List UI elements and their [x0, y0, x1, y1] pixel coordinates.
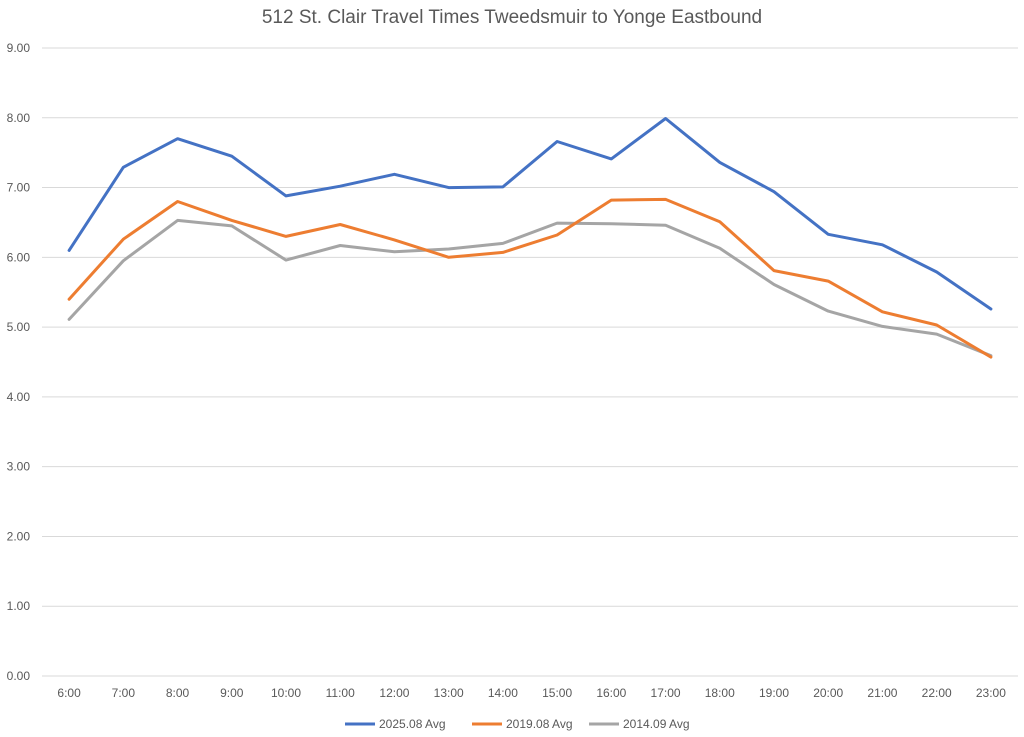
y-axis-ticks: 0.00 1.00 2.00 3.00 4.00 5.00 6.00 7.00 8.00 9.00 [7, 41, 31, 683]
y-tick-label: 2.00 [7, 529, 31, 543]
y-tick-label: 4.00 [7, 390, 31, 404]
legend-label: 2025.08 Avg [379, 717, 446, 731]
x-tick-label: 13:00 [434, 686, 464, 700]
legend: 2025.08 Avg 2019.08 Avg 2014.09 Avg [345, 717, 690, 731]
x-tick-label: 16:00 [596, 686, 626, 700]
x-tick-label: 9:00 [220, 686, 244, 700]
x-tick-label: 18:00 [705, 686, 735, 700]
y-tick-label: 6.00 [7, 250, 31, 264]
y-tick-label: 8.00 [7, 111, 31, 125]
x-tick-label: 20:00 [813, 686, 843, 700]
series-group [67, 197, 993, 359]
x-tick-label: 11:00 [326, 686, 355, 700]
y-tick-label: 0.00 [7, 669, 31, 683]
y-tick-label: 9.00 [7, 41, 31, 55]
y-tick-label: 3.00 [7, 460, 31, 474]
y-tick-label: 5.00 [7, 320, 31, 334]
y-tick-label: 7.00 [7, 181, 31, 195]
series-lines [67, 117, 993, 359]
x-tick-label: 10:00 [271, 686, 301, 700]
x-tick-label: 21:00 [867, 686, 897, 700]
y-tick-label: 1.00 [7, 599, 31, 613]
x-tick-label: 19:00 [759, 686, 789, 700]
x-axis-ticks: 6:00 7:00 8:00 9:00 10:00 11:00 12:00 13:00 14:0… [57, 686, 1006, 700]
series-group [67, 117, 993, 311]
x-tick-label: 12:00 [379, 686, 409, 700]
x-tick-label: 7:00 [112, 686, 136, 700]
legend-label: 2019.08 Avg [506, 717, 573, 731]
series-line [67, 117, 993, 311]
series-group [67, 218, 993, 358]
x-tick-label: 17:00 [651, 686, 681, 700]
x-tick-label: 22:00 [922, 686, 952, 700]
x-tick-label: 23:00 [976, 686, 1006, 700]
x-tick-label: 15:00 [542, 686, 572, 700]
series-line [67, 197, 993, 359]
x-tick-label: 6:00 [57, 686, 81, 700]
grid-lines [42, 47, 1018, 677]
chart-title: 512 St. Clair Travel Times Tweedsmuir to… [261, 7, 763, 28]
legend-label: 2014.09 Avg [623, 717, 690, 731]
series-line [67, 218, 993, 358]
x-tick-label: 14:00 [488, 686, 518, 700]
x-tick-label: 8:00 [166, 686, 190, 700]
